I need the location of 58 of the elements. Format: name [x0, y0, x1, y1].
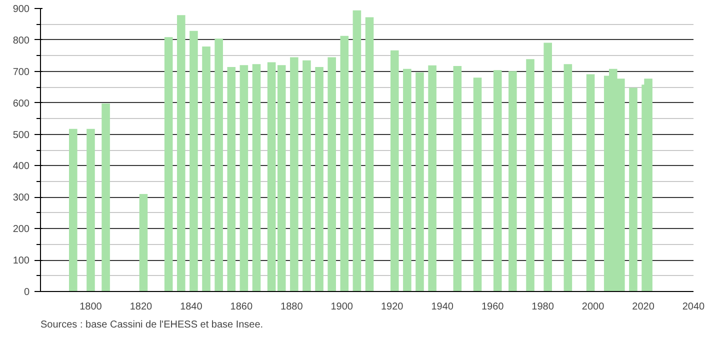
bar	[508, 71, 517, 292]
x-tick-label: 1960	[481, 302, 504, 312]
bar	[267, 62, 276, 292]
bar	[290, 57, 298, 292]
x-tick-label: 2040	[682, 302, 706, 312]
bar	[328, 57, 336, 292]
bar	[164, 37, 173, 292]
bar	[302, 60, 311, 292]
source-note: Sources : base Cassini de l'EHESS et base Insee.	[40, 320, 264, 330]
bar	[586, 74, 595, 292]
bar	[352, 10, 362, 292]
bar	[473, 78, 482, 292]
y-tick-label: 200	[12, 224, 30, 236]
bar	[365, 17, 374, 292]
y-tick-label: 100	[12, 256, 30, 267]
bar	[544, 42, 552, 292]
bar	[69, 128, 78, 292]
bar	[102, 103, 110, 292]
bar	[227, 66, 236, 292]
y-tick-label: 800	[12, 35, 30, 46]
x-tick-label: 1860	[230, 302, 253, 312]
y-tick-label: 300	[12, 192, 30, 204]
bar	[416, 72, 424, 292]
x-tick-label: 1980	[532, 302, 554, 312]
y-tick-label: 500	[12, 130, 30, 141]
bar	[390, 50, 399, 292]
x-tick-label: 1900	[330, 302, 354, 312]
y-tick-label: 0	[24, 287, 30, 298]
x-tick-label: 1880	[280, 302, 304, 312]
y-tick-label: 600	[12, 98, 30, 110]
x-tick-label: 1920	[380, 302, 404, 312]
bar	[277, 65, 286, 292]
bar	[240, 65, 248, 292]
bar	[340, 36, 349, 292]
x-tick-label: 1820	[130, 302, 153, 312]
bar	[629, 88, 638, 292]
bar	[428, 65, 436, 292]
bar	[177, 15, 186, 292]
bar	[315, 66, 324, 292]
bar	[403, 68, 412, 292]
x-tick-label: 1840	[180, 302, 203, 312]
bar	[564, 64, 572, 292]
bar	[214, 38, 223, 292]
bar	[202, 46, 210, 292]
y-tick-label: 900	[12, 4, 30, 15]
bar	[526, 59, 534, 292]
bar	[139, 194, 148, 292]
x-tick-label: 2000	[582, 302, 605, 312]
bar	[252, 64, 261, 292]
bar	[453, 66, 462, 292]
bar	[493, 70, 502, 292]
x-tick-label: 1800	[80, 302, 102, 312]
x-tick-label: 1940	[431, 302, 454, 312]
x-tick-label: 2020	[632, 302, 655, 312]
y-tick-label: 700	[12, 66, 30, 78]
bar	[86, 128, 95, 292]
y-tick-label: 400	[12, 161, 30, 172]
bar	[190, 30, 198, 292]
